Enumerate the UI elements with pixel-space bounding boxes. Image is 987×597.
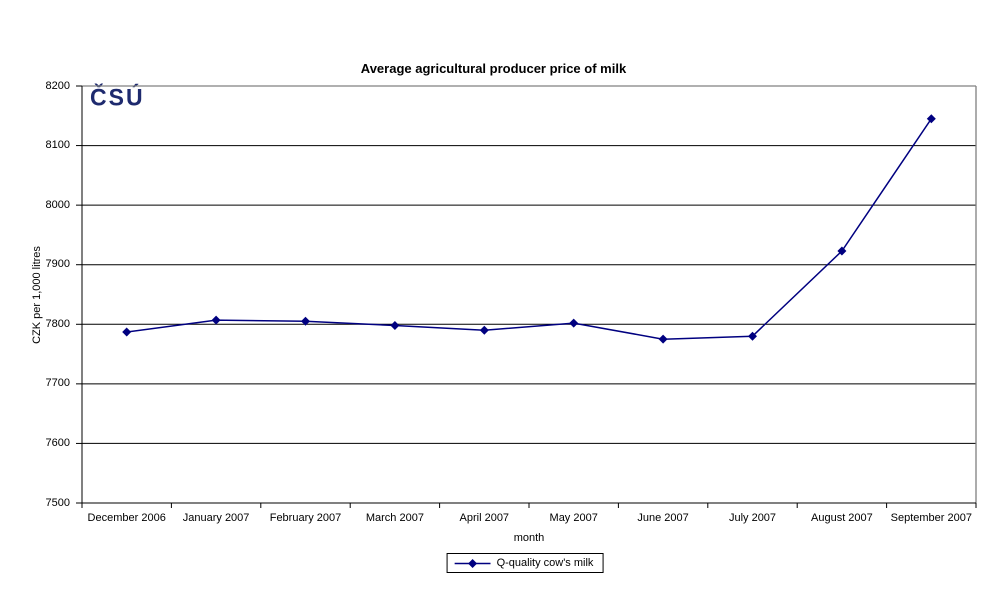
data-point-marker xyxy=(748,331,757,341)
data-point-marker xyxy=(658,334,668,344)
y-tick-label: 7700 xyxy=(45,377,70,390)
y-tick-label: 7600 xyxy=(45,436,70,449)
x-tick-label: February 2007 xyxy=(269,512,342,524)
chart-title: Average agricultural producer price of m… xyxy=(360,61,627,76)
y-tick-label: 8200 xyxy=(45,79,70,92)
csu-logo: ČSÚ xyxy=(90,83,145,111)
x-tick-label: July 2007 xyxy=(728,512,777,524)
y-tick-label: 7900 xyxy=(45,258,70,271)
data-point-marker xyxy=(569,318,579,328)
y-tick-label: 7800 xyxy=(45,317,70,330)
y-tick-label: 8100 xyxy=(45,139,70,152)
data-point-marker xyxy=(301,316,310,326)
legend: Q-quality cow's milk xyxy=(446,553,604,573)
legend-line-marker xyxy=(454,558,491,568)
x-tick-label: September 2007 xyxy=(890,512,972,524)
data-point-marker xyxy=(211,315,221,325)
x-axis-label: month xyxy=(513,532,545,544)
data-point-marker xyxy=(122,327,132,337)
x-tick-label: May 2007 xyxy=(549,512,598,524)
x-tick-label: March 2007 xyxy=(365,512,424,524)
data-point-marker xyxy=(837,246,847,256)
x-tick-label: August 2007 xyxy=(811,512,873,524)
x-tick-label: January 2007 xyxy=(182,512,250,524)
legend-label: Q-quality cow's milk xyxy=(496,557,594,569)
x-tick-label: April 2007 xyxy=(459,512,510,524)
x-tick-label: December 2006 xyxy=(87,512,166,524)
data-point-marker xyxy=(390,320,400,330)
x-tick-label: June 2007 xyxy=(637,512,689,524)
y-tick-label: 7500 xyxy=(45,496,70,509)
data-point-marker xyxy=(479,325,489,335)
series-line xyxy=(126,118,932,340)
data-point-marker xyxy=(926,114,936,124)
y-tick-label: 8000 xyxy=(45,198,70,211)
